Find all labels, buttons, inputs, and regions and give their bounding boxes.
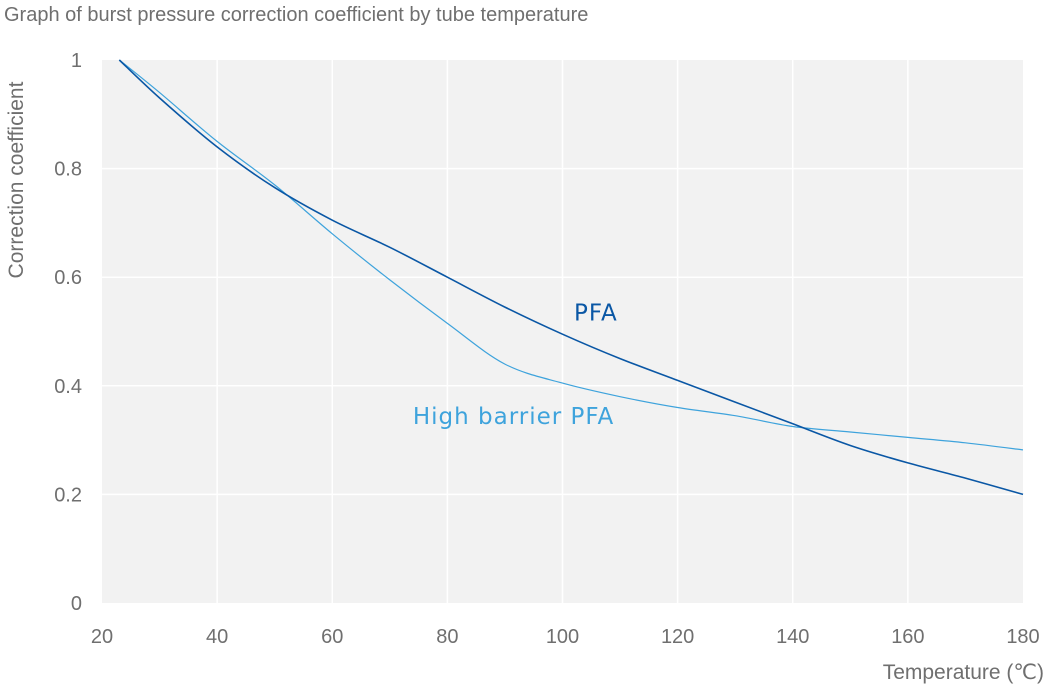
x-tick-label: 120 [661, 626, 694, 648]
series-label-high-barrier-pfa: High barrier PFA [413, 404, 614, 430]
x-tick-label: 180 [1006, 626, 1039, 648]
series-line-high-barrier-pfa [118, 59, 1024, 451]
y-tick-label: 0.8 [54, 159, 82, 181]
y-tick-label: 0.4 [54, 376, 82, 398]
series-line-pfa [118, 59, 1024, 496]
x-axis-label: Temperature (℃) [882, 661, 1044, 684]
series-label-pfa: PFA [574, 301, 618, 327]
y-tick-label: 1 [71, 50, 82, 72]
y-tick-label: 0.6 [54, 267, 82, 289]
y-tick-label: 0 [71, 593, 82, 615]
x-tick-label: 60 [321, 626, 343, 648]
y-tick-label: 0.2 [54, 484, 82, 506]
x-tick-label: 140 [776, 626, 809, 648]
x-tick-label: 160 [891, 626, 924, 648]
x-tick-label: 100 [546, 626, 579, 648]
x-tick-label: 20 [91, 626, 113, 648]
x-tick-label: 80 [436, 626, 458, 648]
chart-title: Graph of burst pressure correction coeff… [4, 4, 589, 26]
x-tick-label: 40 [206, 626, 228, 648]
